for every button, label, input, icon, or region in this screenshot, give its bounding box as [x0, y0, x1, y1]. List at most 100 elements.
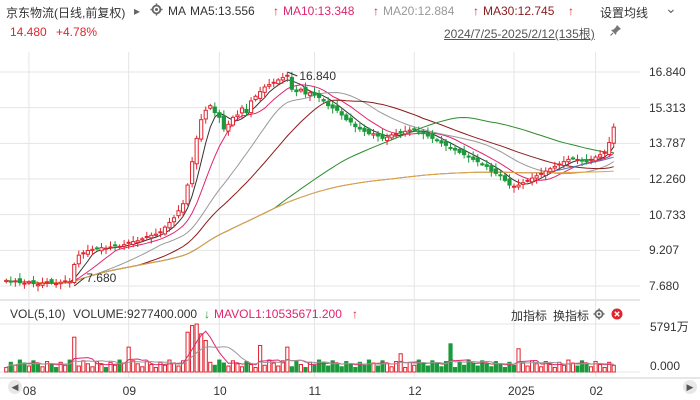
date-range[interactable]: 2024/7/25-2025/2/12(135根): [444, 27, 595, 41]
candle-body: [557, 163, 562, 166]
volume-bar: [144, 361, 149, 373]
volume-bar: [344, 361, 349, 373]
volume-max-label: 5791万: [650, 320, 689, 334]
ma20-up-arrow: ↑: [473, 4, 479, 18]
volume-close-icon[interactable]: [611, 308, 623, 323]
ma250-line: [6, 170, 614, 284]
volume-bar: [22, 362, 27, 373]
candle-body: [244, 108, 249, 114]
x-tick-label: 2025: [508, 384, 535, 398]
candle-body: [303, 86, 308, 95]
volume-bar: [502, 367, 508, 373]
volume-bar: [375, 365, 381, 373]
volume-bar: [421, 362, 426, 373]
candle-body: [434, 139, 440, 142]
title-dropdown-arrow[interactable]: ▸: [134, 4, 141, 18]
candle-body: [40, 282, 45, 286]
chart-header: 京东物流(日线,前复权) ▸ MA MA5:13.556 ↑ MA10:13.3…: [0, 0, 700, 22]
volume-value: VOLUME:9277400.000: [73, 307, 198, 321]
volume-bar: [348, 364, 353, 373]
volume-bar: [226, 365, 231, 373]
candle-body: [566, 158, 571, 163]
candle-body: [267, 84, 272, 87]
candle-body: [398, 131, 403, 134]
volume-bar: [72, 336, 77, 373]
volume-bar: [217, 359, 222, 373]
candle-body: [480, 163, 485, 166]
candle-body: [475, 157, 480, 163]
volume-bar: [489, 366, 494, 373]
volume-bar: [520, 362, 526, 373]
candle-body: [99, 247, 104, 252]
annotation-label: 16.840: [299, 69, 336, 83]
volume-bar: [552, 367, 557, 373]
volume-bar: [389, 366, 394, 373]
price-change: +4.78%: [56, 25, 98, 39]
volume-bar: [557, 361, 562, 373]
volume-bar: [81, 360, 86, 373]
volume-bar: [67, 359, 72, 373]
candle-body: [375, 133, 381, 137]
scroll-right-icon[interactable]: ▶: [683, 380, 697, 394]
volume-bar: [403, 367, 408, 373]
candle-body: [412, 128, 417, 131]
volume-bar: [439, 366, 444, 373]
candle-body: [457, 148, 462, 153]
volume-bar: [425, 365, 430, 373]
volume-bar: [85, 363, 90, 373]
candle-body: [26, 281, 32, 284]
candle-body: [539, 172, 544, 175]
ma5-value: MA5:13.556: [190, 4, 255, 18]
scroll-left-icon[interactable]: ◀: [8, 380, 22, 394]
candle-body: [35, 284, 41, 287]
candle-body: [126, 241, 131, 244]
candle-body: [194, 137, 199, 165]
candle-body: [13, 280, 18, 283]
candle-body: [348, 117, 353, 123]
volume-bar: [49, 364, 54, 373]
volume-bar: [267, 359, 272, 373]
candle-body: [344, 114, 349, 121]
volume-bar: [44, 361, 50, 373]
ma-settings-gear-icon[interactable]: [150, 3, 163, 19]
gear-icon: [150, 3, 163, 16]
candle-body: [484, 164, 489, 167]
volume-bar: [103, 367, 109, 373]
volume-bar: [607, 361, 612, 373]
volume-bar: [598, 364, 603, 373]
candle-body: [248, 100, 254, 114]
add-indicator-button[interactable]: 加指标: [511, 309, 548, 323]
candle-body: [294, 89, 299, 93]
volume-bar: [199, 333, 204, 373]
mavol1-up-arrow: ↑: [352, 307, 358, 321]
volume-bar: [212, 364, 217, 373]
switch-indicator-button[interactable]: 换指标: [553, 309, 590, 323]
volume-bar: [108, 361, 113, 373]
candle-body: [162, 226, 168, 235]
pin-icon[interactable]: [610, 24, 622, 39]
volume-header: VOL(5,10) VOLUME:9277400.000 ↓ MAVOL1:10…: [0, 305, 700, 323]
candle-body: [530, 177, 535, 183]
volume-bar: [543, 361, 548, 373]
chevron-down-icon[interactable]: ⌄: [665, 0, 677, 16]
volume-bar: [208, 361, 213, 373]
volume-bar: [280, 360, 285, 373]
candle-body: [607, 142, 612, 155]
candle-body: [76, 254, 81, 265]
candle-body: [176, 210, 181, 217]
candle-body: [425, 132, 430, 137]
x-tick-label: 08: [22, 384, 37, 398]
candle-body: [511, 185, 517, 188]
volume-bar: [452, 367, 458, 373]
volume-bar: [167, 359, 172, 373]
annotation-leader: [287, 71, 298, 77]
volume-bar: [258, 344, 263, 373]
candle-body: [602, 151, 607, 154]
grid: [0, 52, 700, 379]
candle-body: [588, 158, 594, 161]
candle-body: [131, 241, 136, 245]
volume-bar: [158, 361, 163, 373]
candle-body: [389, 134, 394, 139]
settings-ma-button[interactable]: 设置均线: [600, 6, 649, 20]
volume-gear-icon[interactable]: [593, 308, 605, 323]
